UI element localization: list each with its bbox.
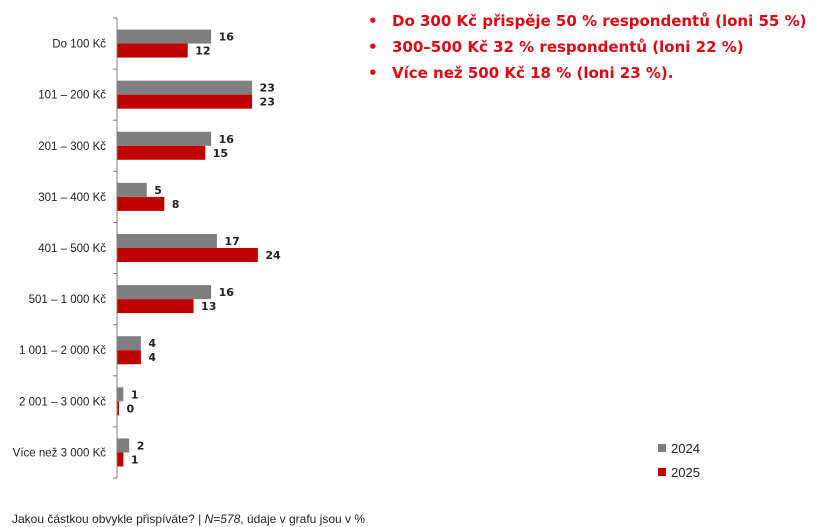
summary-bullet-text: 300–500 Kč 32 % respondentů (loni 22 %) — [392, 38, 744, 56]
summary-bullet-text: Více než 500 Kč 18 % (loni 23 %). — [392, 64, 674, 82]
bar-2025 — [117, 350, 141, 365]
bar-2024 — [117, 336, 141, 351]
bar-2025 — [117, 299, 194, 314]
data-label-2025: 15 — [213, 147, 228, 160]
bar-2024 — [117, 438, 130, 453]
bar-2025 — [117, 452, 124, 467]
summary-bullet: • Více než 500 Kč 18 % (loni 23 %). — [368, 60, 806, 86]
bar-2024 — [117, 387, 124, 402]
footnote-sample-size: N=578 — [204, 512, 241, 526]
chart-legend: 2024 2025 — [658, 436, 700, 484]
bar-2024 — [117, 285, 212, 300]
footnote-question: Jakou částkou obvykle přispíváte? — [12, 512, 195, 526]
summary-bullets: • Do 300 Kč přispěje 50 % respondentů (lo… — [368, 8, 806, 86]
bar-2024 — [117, 234, 217, 248]
bar-2025 — [117, 196, 165, 211]
data-label-2025: 24 — [265, 249, 281, 262]
summary-bullet-text: Do 300 Kč přispěje 50 % respondentů (lon… — [392, 12, 807, 30]
legend-label-2024: 2024 — [671, 440, 700, 456]
category-label: Do 100 Kč — [52, 39, 106, 51]
data-label-2024: 5 — [154, 184, 162, 197]
bar-2025 — [117, 248, 258, 262]
bar-2025 — [117, 401, 119, 416]
category-label: 101 – 200 Kč — [38, 90, 106, 102]
bar-2024 — [117, 182, 147, 197]
data-label-2024: 16 — [219, 286, 235, 299]
data-label-2024: 16 — [219, 31, 235, 44]
category-label: 2 001 – 3 000 Kč — [19, 396, 106, 408]
legend-swatch-2025 — [658, 468, 666, 476]
bar-2025 — [117, 94, 253, 109]
category-label: 401 – 500 Kč — [38, 243, 106, 255]
data-label-2025: 12 — [195, 45, 210, 58]
bar-2024 — [117, 131, 212, 146]
category-label: 301 – 400 Kč — [38, 192, 106, 204]
legend-item-2024: 2024 — [658, 436, 700, 460]
legend-item-2025: 2025 — [658, 460, 700, 484]
category-label: 201 – 300 Kč — [38, 141, 106, 153]
summary-bullet: • 300–500 Kč 32 % respondentů (loni 22 %) — [368, 34, 806, 60]
bar-2024 — [117, 29, 212, 44]
bar-2024 — [117, 80, 253, 95]
data-label-2025: 8 — [172, 198, 180, 211]
summary-bullet: • Do 300 Kč přispěje 50 % respondentů (lo… — [368, 8, 806, 34]
bullet-marker: • — [368, 64, 378, 82]
footnote-separator: | — [198, 512, 202, 526]
data-label-2024: 17 — [224, 235, 239, 248]
category-label: 501 – 1 000 Kč — [29, 294, 107, 306]
legend-swatch-2024 — [658, 444, 666, 452]
bullet-marker: • — [368, 12, 378, 30]
data-label-2025: 23 — [260, 96, 275, 109]
category-label: Více než 3 000 Kč — [13, 447, 107, 459]
chart-footnote: Jakou částkou obvykle přispíváte? | N=57… — [12, 512, 366, 526]
data-label-2024: 16 — [219, 133, 235, 146]
footnote-note: údaje v grafu jsou v % — [246, 512, 366, 526]
data-label-2025: 13 — [201, 300, 216, 313]
data-label-2025: 1 — [131, 453, 139, 466]
bullet-marker: • — [368, 38, 378, 56]
bar-2025 — [117, 145, 206, 160]
legend-label-2025: 2025 — [671, 464, 700, 480]
data-label-2024: 23 — [260, 82, 275, 95]
bar-2025 — [117, 43, 188, 58]
data-label-2024: 1 — [131, 388, 139, 401]
data-label-2024: 2 — [137, 439, 145, 452]
category-label: 1 001 – 2 000 Kč — [19, 345, 106, 357]
data-label-2024: 4 — [148, 337, 156, 350]
data-label-2025: 4 — [148, 351, 156, 364]
data-label-2025: 0 — [127, 402, 135, 415]
